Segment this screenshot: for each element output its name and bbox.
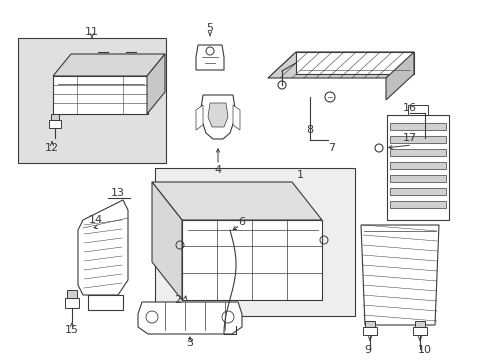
Bar [389, 162, 445, 169]
Polygon shape [138, 302, 242, 334]
Polygon shape [295, 52, 413, 74]
Text: 16: 16 [402, 103, 416, 113]
Text: 13: 13 [111, 188, 125, 198]
Bar [389, 201, 445, 208]
Text: 3: 3 [186, 338, 193, 348]
Bar [18, 38, 165, 163]
Bar [53, 76, 148, 114]
Bar [389, 188, 445, 195]
Bar [364, 321, 374, 327]
Text: 11: 11 [85, 27, 99, 37]
Polygon shape [200, 95, 236, 139]
Text: 1: 1 [296, 170, 303, 180]
Bar [389, 123, 445, 130]
Bar [362, 327, 376, 335]
Bar [414, 321, 424, 327]
Polygon shape [232, 105, 240, 130]
Polygon shape [407, 105, 427, 115]
Polygon shape [88, 295, 123, 310]
Text: 8: 8 [306, 125, 313, 135]
Text: 17: 17 [402, 133, 416, 143]
Text: 2: 2 [174, 295, 181, 305]
Bar [389, 175, 445, 182]
Bar [389, 136, 445, 143]
Bar [412, 327, 426, 335]
Bar [389, 149, 445, 156]
Text: 7: 7 [328, 143, 335, 153]
Text: 9: 9 [364, 345, 371, 355]
Polygon shape [78, 200, 128, 295]
Text: 4: 4 [214, 165, 221, 175]
Bar [65, 298, 79, 308]
Polygon shape [385, 52, 413, 100]
Polygon shape [196, 45, 224, 70]
Bar [51, 114, 59, 120]
Polygon shape [386, 115, 448, 220]
Text: 15: 15 [65, 325, 79, 335]
Polygon shape [360, 225, 438, 325]
Text: 6: 6 [238, 217, 245, 227]
Polygon shape [152, 182, 182, 300]
Text: 14: 14 [89, 215, 103, 225]
Polygon shape [182, 220, 321, 300]
Polygon shape [267, 52, 413, 78]
Bar [67, 290, 77, 298]
Text: 12: 12 [45, 143, 59, 153]
Polygon shape [207, 103, 227, 127]
Polygon shape [196, 105, 203, 130]
Text: 10: 10 [417, 345, 431, 355]
Polygon shape [152, 182, 321, 220]
Polygon shape [53, 54, 164, 76]
Bar [155, 168, 354, 316]
Bar [49, 120, 61, 128]
Polygon shape [147, 54, 164, 114]
Text: 5: 5 [206, 23, 213, 33]
